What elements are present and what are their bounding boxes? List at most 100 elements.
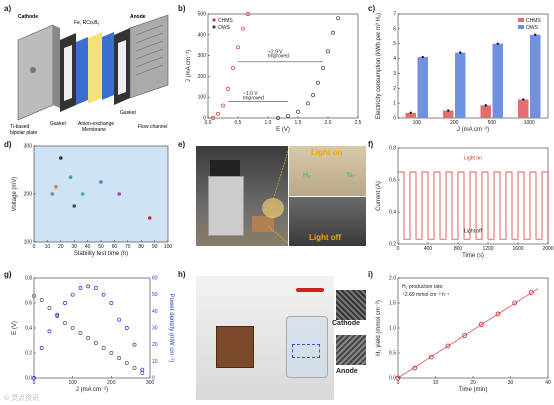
g-point-P (39, 346, 44, 350)
f-ytick-label: 0.6 (389, 178, 396, 184)
g-point-P (47, 329, 52, 334)
panel-c-chart: 0 1 2 3 4 5 6 7 J (mA cm⁻²) Electricity consumpti… (376, 12, 549, 133)
d-xlabel: Stability test time (h) (74, 251, 128, 257)
d-point (59, 156, 63, 160)
d-ytick-label: 100 (24, 240, 33, 246)
watermark: © 灵点资讯 (4, 395, 40, 402)
g-y2tick-label: 60 (152, 276, 158, 282)
label-anode: Anode (130, 14, 146, 20)
light-on-text: Light on (311, 148, 343, 157)
c-ytick-label: 6 (393, 26, 396, 32)
i-annot-2: ~2.69 mmol cm⁻² h⁻¹ (402, 292, 449, 298)
i-xtick-label: 0 (397, 380, 400, 386)
i-point (445, 343, 451, 349)
b-point-CHMS (221, 103, 225, 108)
d-ytick-label: 300 (24, 144, 33, 150)
g-point-P (78, 286, 83, 290)
i-point (462, 333, 468, 338)
panel-e-label: e) (178, 140, 186, 149)
b-point-OWS (316, 80, 320, 85)
d-point (80, 192, 85, 196)
label-gasket-2: Gasket (120, 110, 136, 116)
c-category-label: 1000 (524, 120, 535, 126)
g-ytick-label: 0.8 (25, 276, 32, 282)
panel-f-label: f) (368, 140, 374, 149)
f-ylabel: Current (A) (376, 181, 382, 211)
d-point (72, 204, 76, 208)
c-legend-swatch (518, 18, 524, 22)
f-ytick-label: 0.4 (389, 210, 396, 216)
f-xtick-label: 800 (454, 246, 463, 252)
light-off-text: Light off (309, 233, 341, 242)
f-ytick-label: 0.8 (389, 146, 396, 152)
c-bar-marker (534, 33, 537, 36)
beaker (286, 316, 328, 378)
i-fit-line (397, 288, 539, 379)
g-point-E (70, 326, 75, 330)
c-ytick-label: 0 (393, 116, 396, 122)
light-beam (262, 198, 284, 218)
d-xtick-label: 60 (112, 244, 118, 250)
c-bar-marker (484, 104, 487, 107)
d-point (99, 180, 103, 184)
c-bar-marker (496, 42, 499, 45)
i-point (528, 290, 534, 295)
d-xtick-label: 50 (98, 244, 104, 250)
cathode-catalyst-layer (76, 37, 88, 105)
b-legend-marker (212, 18, 216, 22)
f-xtick-label: 0 (397, 246, 400, 252)
panel-e-photo-setup (196, 146, 288, 246)
d-ylabel: Voltage (mV) (12, 177, 18, 212)
g-point-P (55, 312, 60, 317)
g-y2tick-label: 30 (152, 326, 158, 332)
g-point-P (70, 292, 75, 297)
f-xtick-label: 1600 (512, 246, 523, 252)
g-point-P (101, 292, 106, 297)
n2-label: N₂ (347, 172, 355, 179)
panel-a-label: a) (4, 4, 12, 13)
g-point-E (78, 331, 83, 335)
panel-c-label: c) (368, 4, 376, 13)
d-xtick-label: 40 (85, 244, 91, 250)
g-point-P (132, 342, 137, 347)
b-point-CHMS (241, 26, 245, 31)
d-ytick-label: 200 (24, 192, 33, 198)
label-catalyst: Fe, RCoₓBᵧ (74, 20, 100, 26)
c-ytick-label: 2 (393, 86, 396, 92)
i-point (412, 365, 418, 371)
c-legend-swatch (518, 25, 524, 29)
h2-label: H₂ (303, 172, 311, 179)
g-ylabel2: Power density (mW cm⁻²) (168, 294, 174, 363)
b-xtick-label: 2.0 (325, 120, 332, 126)
panel-a-schematic: Cathode Anode Fe, RCoₓBᵧ Ti-based bipola… (10, 14, 169, 135)
anode-catalyst-layer (102, 32, 114, 100)
g-xtick-label: 100 (68, 380, 77, 386)
panel-h-anode-photo (336, 335, 366, 365)
bipolar-plate-left (17, 24, 60, 121)
b-improve-2b: Improved (243, 95, 264, 101)
b-legend-label: CHMS (218, 18, 233, 24)
g-y2tick-label: 20 (152, 342, 158, 348)
f-xtick-label: 400 (424, 246, 433, 252)
cathode-label: Cathode (332, 320, 360, 327)
label-flow-channel: Flow channel (138, 124, 167, 130)
g-point-P (140, 367, 145, 372)
d-xtick-label: 100 (164, 244, 173, 250)
panel-d-chart: 0 10 20 30 40 50 60 70 80 90 100 100 200 300 Stability… (12, 144, 173, 258)
c-bar-CHMS (480, 105, 491, 118)
i-xlabel: Time (min) (459, 387, 487, 393)
b-xtick-label: 1.0 (265, 120, 272, 126)
c-bar-OWS (492, 43, 503, 118)
c-bar-marker (447, 109, 450, 112)
g-ytick-label: 0.0 (25, 376, 32, 382)
panel-i-chart: 0 10 20 30 40 0.0 0.5 1.0 1.5 2.0 Time (min) H₂ yie… (376, 276, 551, 394)
panel-b-label: b) (178, 4, 186, 13)
i-ytick-label: 1.0 (389, 326, 396, 332)
g-point-E (101, 346, 106, 350)
f-xtick-label: 2000 (542, 246, 553, 252)
g-point-E (55, 314, 60, 318)
g-point-P (32, 376, 36, 380)
g-point-E (109, 351, 114, 355)
g-y2tick-label: 40 (152, 309, 158, 315)
d-point (54, 185, 58, 189)
